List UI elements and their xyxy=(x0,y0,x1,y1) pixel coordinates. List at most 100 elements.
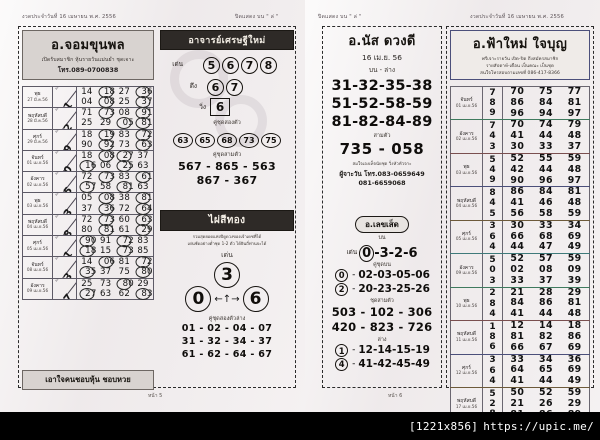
circled-number: 64 xyxy=(141,203,153,214)
slash-label: แม่นยำ xyxy=(54,151,64,155)
circled-number: 63 xyxy=(141,139,153,150)
numbers-cell: 90 91 72 83 18 15 73 85 xyxy=(76,234,154,258)
number-value: 29 xyxy=(99,118,112,129)
circled-number: 72 xyxy=(141,257,153,268)
day-date: 17 เม.ย.56 xyxy=(455,403,478,409)
up-arrow-icon: ↑ xyxy=(222,293,232,305)
triple-row: 12 14 18 xyxy=(503,320,589,332)
day-cell: พุธ 27 มี.ค.56 xyxy=(22,85,53,109)
number-value: 70 xyxy=(510,86,525,97)
number-row: 27 63 62 83 xyxy=(79,289,152,299)
number-value: 90 xyxy=(81,139,93,150)
day-date: 03 เม.ย.56 xyxy=(455,169,478,175)
leksed-top-label: บน xyxy=(378,235,386,241)
day-name: จันทร์ xyxy=(460,97,473,104)
number-row: 04 08 25 37 xyxy=(79,97,153,108)
pair-value: 7-5 xyxy=(55,186,75,192)
day-name: พุธ xyxy=(463,164,470,171)
number-value: 26 xyxy=(539,397,553,409)
number-row: 18 15 73 85 xyxy=(79,246,151,256)
circled-pair: 75 xyxy=(261,133,281,148)
day-date: 12 เม.ย.56 xyxy=(455,370,478,376)
nat-phone-2: 081-6659068 xyxy=(358,179,406,188)
numbers-cell: 18 08 27 37 16 06 25 63 xyxy=(76,149,154,173)
number-value: 81 xyxy=(510,330,525,342)
table-row: พฤหัสบดี 04 เม.ย.56 8 4 5 86 84 81 41 46 48 56 58 59 xyxy=(450,186,590,221)
number-set-row: 01 - 02 - 04 - 07 xyxy=(181,323,273,334)
circled-number: 37 xyxy=(141,97,153,108)
number-value: 34 xyxy=(539,353,553,365)
day-date: 11 เม.ย.56 xyxy=(455,336,478,342)
number-value: 81 xyxy=(567,96,582,108)
number-row: 72 73 60 63 xyxy=(79,215,152,225)
number-value: 52 xyxy=(510,152,525,164)
triple-numbers-cell: 33 34 36 64 65 69 41 44 49 xyxy=(502,353,590,388)
day-date: 04 เม.ย.56 xyxy=(455,202,478,208)
slash-label: แม่นยำ xyxy=(54,194,64,198)
single-digit: 1 xyxy=(489,321,496,332)
runhead-left-page-right: ปิดแสดง บน " ล่ " xyxy=(318,14,362,20)
single-digit: 8 xyxy=(489,188,496,199)
number-value: 34 xyxy=(567,219,582,231)
number-value: 58 xyxy=(539,207,553,219)
row-key: 1 xyxy=(335,344,349,358)
number-value: 41 xyxy=(510,130,525,142)
slash-label: แม่นยำ xyxy=(54,258,64,262)
page-number-right: หน้า 6 xyxy=(388,393,403,399)
number-value: 06 xyxy=(99,160,112,171)
number-value: 79 xyxy=(567,119,582,131)
circled-number: 36 xyxy=(103,203,116,214)
number-value: 25 xyxy=(118,97,131,108)
number-value: 63 xyxy=(135,139,153,150)
chomkhunphon-subtitle: เปิดรับสมาชิก หุ้นรายวันแม่นยำ ชุดเจาะ xyxy=(41,57,135,63)
numbers-cell: 72 73 60 63 80 81 61 29 xyxy=(76,213,154,236)
number-value: 73 xyxy=(118,139,131,150)
pair-slash-cell: แม่นยำ 1-9 xyxy=(52,128,77,151)
number-value: 69 xyxy=(567,341,582,353)
circled-number: 72 xyxy=(122,235,134,246)
number-value: 52 xyxy=(539,386,553,398)
number-value: 33 xyxy=(510,353,525,365)
day-date: 09 เม.ย.56 xyxy=(26,288,49,294)
number-value: 96 xyxy=(510,107,525,119)
pair-value: 9-1 xyxy=(55,249,75,255)
number-value: 16 xyxy=(79,161,96,171)
number-value: 73 xyxy=(98,108,115,118)
day-cell: อังคาร 02 เม.ย.56 xyxy=(450,119,483,154)
number-value: 59 xyxy=(567,207,582,219)
runhead-left-page-left: งวดประจำวันที่ 16 เมษายน พ.ศ. 2556 xyxy=(22,14,117,20)
number-value: 37 xyxy=(137,150,149,161)
circled-number: 73 xyxy=(122,246,134,257)
page-number-left: หน้า 5 xyxy=(148,393,163,399)
day-name: อังคาร xyxy=(30,282,45,289)
triple-numbers-cell: 30 33 34 66 68 69 44 47 49 xyxy=(502,219,590,255)
number-value: 65 xyxy=(539,364,553,376)
key-values-row: 2-20-23-25-26 xyxy=(326,283,438,297)
triple-numbers-cell: 70 75 77 86 84 81 96 94 97 xyxy=(502,85,590,121)
number-value: 08 xyxy=(539,264,553,275)
den-digit: 2 xyxy=(394,246,404,261)
number-value: 63 xyxy=(137,160,149,171)
row-key: 2 xyxy=(335,282,349,296)
number-value: 69 xyxy=(567,230,582,242)
number-value: 57 xyxy=(539,253,553,265)
number-value: 83 xyxy=(137,235,149,246)
single-digit: 2 xyxy=(489,398,496,409)
number-value: 86 xyxy=(510,96,525,108)
dash-separator: - xyxy=(352,345,356,356)
number-value: 72 xyxy=(116,235,134,246)
number-value: 81 xyxy=(118,257,131,268)
row-values: 20-23-25-26 xyxy=(358,282,430,295)
circled-number: 05 xyxy=(122,118,134,129)
number-value: 70 xyxy=(510,119,525,131)
day-name: พฤหัสบดี xyxy=(456,331,477,338)
number-value: 83 xyxy=(118,172,131,183)
leksed-title: อ.เลขเส็ด xyxy=(355,216,409,233)
number-value: 44 xyxy=(539,163,553,175)
day-name: ศุกร์ xyxy=(462,231,471,238)
table-row: ศุกร์ 12 เม.ย.56 3 6 4 33 34 36 64 65 69 41 44 49 xyxy=(450,353,590,388)
